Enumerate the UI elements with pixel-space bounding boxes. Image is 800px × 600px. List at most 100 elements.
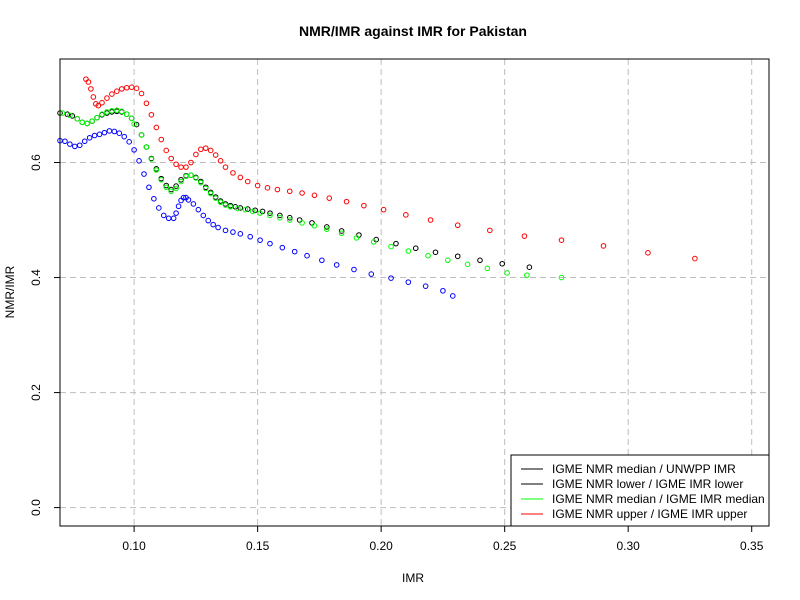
data-point: [148, 156, 155, 162]
data-point: [178, 176, 184, 183]
data-point: [405, 248, 412, 254]
data-point: [217, 157, 224, 164]
data-point: [427, 217, 434, 223]
y-tick-label: 0.6: [29, 154, 43, 171]
data-point: [160, 212, 167, 219]
data-point: [118, 86, 125, 92]
data-point: [249, 208, 256, 215]
data-point: [499, 260, 505, 267]
data-point: [286, 214, 293, 221]
data-point: [412, 245, 419, 252]
data-point: [91, 132, 98, 139]
data-point: [230, 229, 236, 235]
data-point: [217, 199, 224, 206]
data-point: [207, 190, 214, 197]
data-point: [440, 287, 446, 294]
data-point: [143, 100, 150, 107]
data-point: [692, 255, 698, 262]
data-point: [67, 141, 73, 147]
data-point: [198, 146, 204, 153]
legend-box: [510, 454, 770, 527]
data-point: [353, 235, 360, 241]
data-point: [299, 190, 305, 196]
data-point: [235, 205, 241, 212]
data-point: [138, 90, 145, 97]
data-point: [267, 210, 273, 216]
data-point: [95, 102, 102, 109]
data-point: [403, 212, 409, 218]
data-point: [279, 244, 286, 251]
data-point: [86, 134, 93, 141]
data-point: [74, 116, 81, 122]
data-point: [133, 85, 140, 92]
data-point: [558, 237, 565, 243]
data-point: [600, 243, 607, 249]
data-point: [311, 192, 318, 199]
legend-label: IGME NMR upper / IGME IMR upper: [552, 507, 747, 521]
data-point: [227, 204, 234, 210]
legend-label: IGME NMR lower / IGME IMR lower: [552, 477, 743, 491]
data-point: [121, 133, 128, 140]
data-point: [79, 119, 86, 126]
data-point: [193, 175, 199, 181]
data-point: [168, 186, 174, 193]
y-axis-label: NMR/IMR: [3, 265, 17, 318]
data-point: [244, 206, 251, 212]
data-point: [109, 91, 115, 97]
data-point: [138, 132, 145, 138]
data-point: [210, 221, 216, 228]
y-axis: 0.0 0.2 0.4 0.6: [29, 154, 60, 516]
data-point: [141, 171, 147, 177]
data-point: [163, 182, 170, 189]
data-point: [425, 252, 431, 259]
data-point: [338, 228, 345, 234]
data-point: [422, 283, 429, 289]
series-3: [59, 107, 565, 281]
data-point: [85, 79, 92, 85]
data-point: [215, 224, 221, 231]
data-point: [393, 240, 399, 247]
data-point: [188, 172, 194, 178]
data-point: [116, 130, 123, 136]
data-point: [96, 131, 103, 138]
data-point: [237, 174, 244, 181]
data-point: [212, 195, 219, 201]
x-axis-label: IMR: [402, 571, 424, 585]
data-point: [222, 227, 229, 234]
data-point: [123, 111, 130, 118]
data-point: [195, 206, 202, 213]
data-point: [487, 227, 493, 234]
data-point: [143, 144, 150, 150]
data-point: [222, 164, 229, 170]
data-point: [190, 201, 197, 207]
data-point: [333, 262, 340, 268]
data-point: [173, 210, 179, 216]
data-point: [76, 142, 83, 149]
data-point: [388, 243, 394, 250]
data-point: [158, 136, 165, 143]
data-point: [205, 217, 212, 224]
data-point: [114, 88, 120, 95]
data-point: [405, 279, 412, 285]
data-point: [454, 253, 461, 260]
data-point: [173, 161, 179, 168]
data-point: [247, 233, 254, 240]
data-point: [104, 95, 110, 101]
data-point: [324, 224, 330, 230]
data-point: [237, 205, 244, 211]
data-point: [212, 152, 219, 158]
data-point: [156, 205, 162, 211]
data-point: [326, 195, 333, 201]
data-point: [200, 212, 207, 219]
data-point: [521, 233, 528, 239]
data-point: [368, 271, 375, 277]
data-point: [299, 220, 305, 226]
data-point: [477, 257, 483, 264]
data-point: [185, 197, 192, 203]
x-tick-label: 0.30: [617, 539, 641, 553]
data-point: [81, 138, 88, 145]
data-point: [504, 270, 510, 276]
data-point: [128, 115, 135, 122]
data-point: [183, 173, 189, 180]
